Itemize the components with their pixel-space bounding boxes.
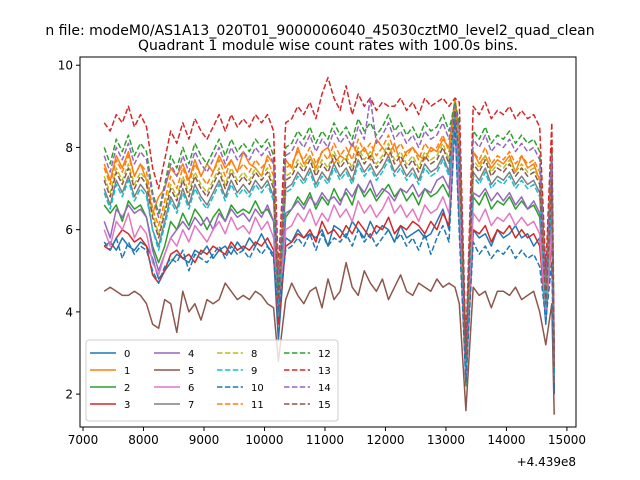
series-line-8 — [103, 105, 555, 366]
y-tick-label: 10 — [58, 59, 73, 73]
series-line-3 — [103, 117, 555, 395]
series-line-2 — [103, 130, 555, 387]
x-axis-offset-label: +4.439e8 — [517, 455, 576, 469]
legend-label-7: 7 — [188, 400, 194, 411]
legend-label-14: 14 — [318, 383, 331, 394]
legend-label-8: 8 — [251, 349, 257, 360]
legend-box — [85, 339, 339, 422]
series-line-10 — [103, 122, 555, 395]
series-line-4 — [103, 122, 555, 378]
legend-label-5: 5 — [188, 366, 194, 377]
x-tick-label: 8000 — [128, 433, 159, 447]
y-tick-label: 2 — [65, 388, 73, 402]
legend-label-0: 0 — [124, 349, 130, 360]
legend-label-1: 1 — [124, 366, 130, 377]
legend-label-2: 2 — [124, 383, 130, 394]
x-axis: 7000 8000 9000 10000 11000 12000 13000 14000 150… — [68, 427, 586, 447]
x-tick-label: 12000 — [366, 433, 404, 447]
series-line-12 — [103, 101, 555, 358]
series-line-15 — [103, 109, 555, 370]
legend-label-3: 3 — [124, 400, 130, 411]
x-tick-label: 14000 — [487, 433, 525, 447]
y-tick-label: 8 — [65, 141, 73, 155]
series-line-6 — [103, 126, 555, 382]
x-tick-label: 10000 — [245, 433, 283, 447]
x-tick-label: 15000 — [548, 433, 586, 447]
plot-frame — [79, 56, 577, 428]
chart-suptitle: n file: modeM0/AS1A13_020T01_9000006040_… — [45, 23, 594, 39]
series-line-9 — [103, 113, 555, 374]
series-line-11 — [103, 101, 555, 362]
y-tick-label: 6 — [65, 223, 73, 237]
series-line-7 — [103, 109, 555, 378]
y-tick-label: 4 — [65, 305, 73, 319]
legend-label-6: 6 — [188, 383, 194, 394]
x-tick-label: 7000 — [68, 433, 99, 447]
x-tick-label: 9000 — [189, 433, 220, 447]
series-line-14 — [103, 97, 555, 362]
legend-label-11: 11 — [251, 400, 264, 411]
legend-label-13: 13 — [318, 366, 331, 377]
chart-title: Quadrant 1 module wise count rates with … — [138, 38, 518, 54]
y-axis: 2 4 6 8 10 — [58, 59, 80, 402]
legend-label-15: 15 — [318, 400, 331, 411]
series-line-5 — [103, 261, 555, 415]
x-tick-label: 13000 — [427, 433, 465, 447]
series-line-13 — [103, 76, 555, 349]
legend-label-4: 4 — [188, 349, 194, 360]
legend-label-9: 9 — [251, 366, 257, 377]
legend-label-12: 12 — [318, 349, 331, 360]
series-line-1 — [103, 97, 555, 370]
legend-label-10: 10 — [251, 383, 264, 394]
x-tick-label: 11000 — [306, 433, 344, 447]
